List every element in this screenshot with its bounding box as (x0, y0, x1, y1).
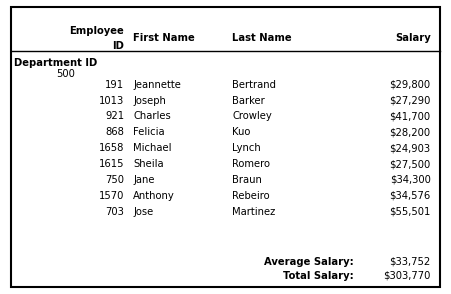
Text: Barker: Barker (232, 96, 265, 106)
Text: 1013: 1013 (99, 96, 124, 106)
Text: 868: 868 (105, 127, 124, 137)
Text: First Name: First Name (133, 33, 195, 43)
Text: $27,290: $27,290 (389, 96, 431, 106)
Text: 921: 921 (105, 111, 124, 121)
Text: Charles: Charles (133, 111, 171, 121)
Text: Average Salary:: Average Salary: (264, 257, 354, 267)
Text: Kuo: Kuo (232, 127, 251, 137)
Text: Salary: Salary (395, 33, 431, 43)
Text: Rebeiro: Rebeiro (232, 191, 270, 201)
Text: Jose: Jose (133, 207, 153, 217)
Text: $41,700: $41,700 (390, 111, 431, 121)
Text: 191: 191 (105, 80, 124, 90)
Text: Martinez: Martinez (232, 207, 276, 217)
Text: Felicia: Felicia (133, 127, 165, 137)
Text: Romero: Romero (232, 159, 270, 169)
Text: Last Name: Last Name (232, 33, 292, 43)
Text: Crowley: Crowley (232, 111, 272, 121)
Text: $24,903: $24,903 (390, 143, 431, 153)
Text: 1658: 1658 (99, 143, 124, 153)
Text: $33,752: $33,752 (390, 257, 431, 267)
Text: $34,300: $34,300 (390, 175, 431, 185)
Text: 1570: 1570 (99, 191, 124, 201)
Text: Anthony: Anthony (133, 191, 175, 201)
Text: Employee: Employee (69, 26, 124, 36)
Text: Sheila: Sheila (133, 159, 164, 169)
Text: 1615: 1615 (98, 159, 124, 169)
Text: Total Salary:: Total Salary: (283, 271, 354, 281)
Text: Jeannette: Jeannette (133, 80, 181, 90)
Text: Braun: Braun (232, 175, 262, 185)
Text: $28,200: $28,200 (390, 127, 431, 137)
Text: $55,501: $55,501 (389, 207, 431, 217)
Text: Michael: Michael (133, 143, 171, 153)
Text: 703: 703 (105, 207, 124, 217)
Text: $29,800: $29,800 (390, 80, 431, 90)
FancyBboxPatch shape (11, 7, 440, 287)
Text: Department ID: Department ID (14, 58, 97, 68)
Text: $27,500: $27,500 (390, 159, 431, 169)
Text: 500: 500 (56, 69, 75, 79)
Text: Bertrand: Bertrand (232, 80, 276, 90)
Text: Lynch: Lynch (232, 143, 261, 153)
Text: 750: 750 (105, 175, 124, 185)
Text: Joseph: Joseph (133, 96, 166, 106)
Text: Jane: Jane (133, 175, 155, 185)
Text: $303,770: $303,770 (383, 271, 431, 281)
Text: ID: ID (112, 41, 124, 51)
Text: $34,576: $34,576 (390, 191, 431, 201)
